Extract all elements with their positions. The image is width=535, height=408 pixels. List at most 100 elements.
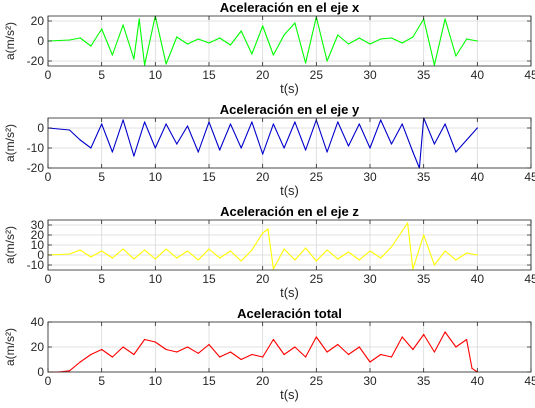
data-point xyxy=(219,37,221,39)
data-point xyxy=(101,28,103,30)
data-point xyxy=(197,38,199,40)
data-point xyxy=(369,361,371,363)
y-axis-label: a(m/s²) xyxy=(3,328,17,366)
data-point xyxy=(90,353,92,356)
data-point xyxy=(423,333,425,336)
x-tick-label: 15 xyxy=(202,170,216,184)
plot-title: Aceleración en el eje y xyxy=(220,102,360,117)
y-tick-label: 20 xyxy=(31,340,45,354)
data-point xyxy=(305,62,307,64)
data-point xyxy=(347,145,350,147)
data-point xyxy=(347,251,350,253)
data-point xyxy=(433,143,435,145)
data-point xyxy=(154,147,156,149)
data-point xyxy=(272,123,274,125)
data-point xyxy=(144,338,146,341)
x-tick-label: 30 xyxy=(363,170,377,184)
data-point xyxy=(358,123,360,125)
data-point xyxy=(444,331,446,333)
data-point xyxy=(111,356,113,358)
y-tick-label: 0 xyxy=(37,248,44,262)
data-point xyxy=(186,43,189,45)
data-point xyxy=(433,351,435,353)
data-point xyxy=(294,121,296,123)
data-point xyxy=(326,249,328,251)
data-point xyxy=(412,151,414,153)
data-point xyxy=(144,64,146,66)
data-point xyxy=(412,36,414,38)
data-point xyxy=(315,336,317,338)
x-axis-label: t(s) xyxy=(280,81,299,96)
data-point xyxy=(79,249,81,251)
x-axis-label: t(s) xyxy=(280,387,299,402)
plot-title: Aceleración en el eje z xyxy=(220,204,359,219)
data-point xyxy=(219,257,221,259)
data-point xyxy=(455,346,457,348)
data-point xyxy=(466,139,468,141)
data-point xyxy=(305,356,307,358)
data-point xyxy=(251,249,253,251)
data-point xyxy=(272,54,274,56)
data-point xyxy=(229,44,232,46)
data-point xyxy=(208,42,210,44)
data-point xyxy=(90,45,92,47)
data-point xyxy=(197,259,199,261)
data-point xyxy=(466,252,468,254)
data-point xyxy=(326,351,328,353)
y-axis-label: a(m/s²) xyxy=(3,226,17,264)
x-tick-label: 45 xyxy=(524,170,535,184)
data-point xyxy=(272,268,274,270)
data-point xyxy=(165,248,167,250)
data-point xyxy=(358,37,360,39)
data-point xyxy=(240,147,242,149)
y-tick-label: 40 xyxy=(31,315,45,329)
x-axis-label: t(s) xyxy=(280,183,299,198)
data-point xyxy=(68,39,71,41)
data-point xyxy=(111,151,113,153)
data-point xyxy=(455,55,457,57)
data-point xyxy=(444,250,446,252)
y-tick-label: -20 xyxy=(27,54,45,68)
data-point xyxy=(471,367,473,369)
data-point xyxy=(101,123,103,125)
x-tick-label: 25 xyxy=(310,170,324,184)
x-tick-label: 25 xyxy=(310,68,324,82)
y-axis-label: a(m/s²) xyxy=(3,124,17,162)
data-point xyxy=(444,123,446,125)
data-point xyxy=(401,230,403,232)
data-point xyxy=(262,356,264,358)
data-point xyxy=(433,64,435,66)
plot-3: 0 5 10 15 20 25 30 35 40 45-100102030Aceleración … xyxy=(3,204,535,300)
x-tick-label: 20 xyxy=(256,272,270,286)
data-point xyxy=(406,222,409,224)
data-point xyxy=(122,24,124,26)
data-point xyxy=(208,248,210,250)
series-line-1 xyxy=(47,222,478,270)
data-point xyxy=(176,351,178,353)
data-point xyxy=(79,361,81,363)
y-tick-label: 0 xyxy=(37,365,44,379)
data-point xyxy=(154,341,156,343)
data-point xyxy=(251,53,253,55)
y-tick-label: 10 xyxy=(31,238,45,252)
x-tick-label: 10 xyxy=(149,374,163,388)
x-tick-label: 35 xyxy=(417,68,431,82)
data-point xyxy=(262,232,264,234)
data-point xyxy=(476,40,478,42)
data-point xyxy=(337,34,339,36)
data-point xyxy=(144,249,146,251)
data-point xyxy=(133,155,135,157)
data-point xyxy=(294,346,296,348)
data-point xyxy=(401,123,403,125)
data-point xyxy=(240,358,242,361)
x-tick-label: 40 xyxy=(471,68,485,82)
data-point xyxy=(122,346,124,348)
plot-background xyxy=(48,118,531,168)
data-point xyxy=(433,264,435,266)
data-point xyxy=(326,151,328,153)
x-tick-label: 25 xyxy=(310,272,324,286)
x-tick-label: 45 xyxy=(524,68,535,82)
y-tick-label: 20 xyxy=(31,14,45,28)
data-point xyxy=(466,38,468,40)
